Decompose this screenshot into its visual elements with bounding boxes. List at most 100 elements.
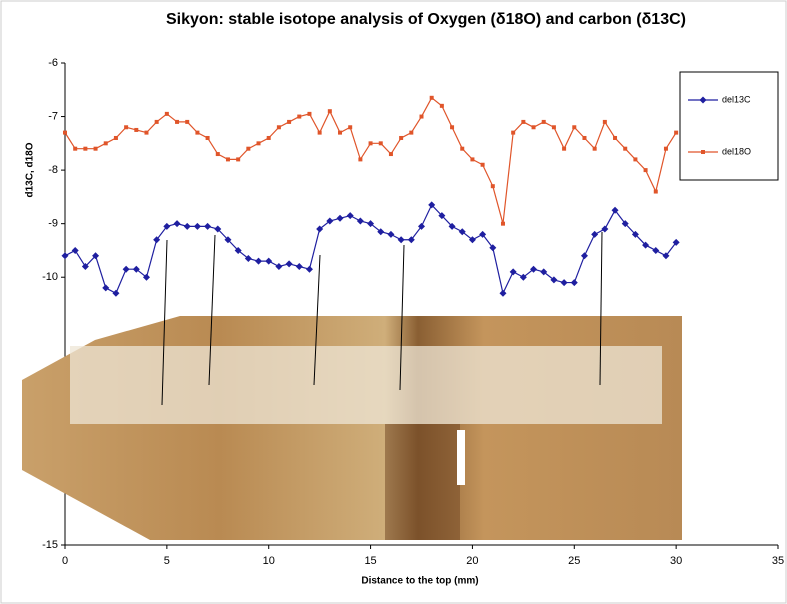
marker xyxy=(480,162,485,167)
photo-band xyxy=(70,346,662,424)
marker xyxy=(701,150,705,154)
marker xyxy=(93,146,98,151)
photo-crack xyxy=(457,430,465,485)
marker xyxy=(71,246,79,254)
marker xyxy=(623,146,628,151)
marker xyxy=(397,236,405,244)
marker xyxy=(662,252,670,260)
marker xyxy=(479,230,487,238)
marker xyxy=(367,220,375,228)
marker xyxy=(580,252,588,260)
marker xyxy=(346,212,354,220)
marker xyxy=(113,135,118,140)
connector xyxy=(161,239,168,406)
x-tick-label: 5 xyxy=(164,555,170,567)
marker xyxy=(541,119,546,124)
marker xyxy=(214,225,222,233)
marker xyxy=(102,284,110,292)
marker xyxy=(407,236,415,244)
y-tick-label: -15 xyxy=(42,539,58,551)
marker xyxy=(266,135,271,140)
marker xyxy=(132,265,140,273)
marker xyxy=(592,146,597,151)
connector xyxy=(208,234,216,386)
marker xyxy=(663,146,668,151)
marker xyxy=(642,241,650,249)
legend-label: del13C xyxy=(722,94,751,104)
marker xyxy=(460,146,465,151)
marker xyxy=(531,125,536,130)
marker xyxy=(255,257,263,265)
x-tick-label: 35 xyxy=(772,555,784,567)
chart-title: Sikyon: stable isotope analysis of Oxyge… xyxy=(166,11,686,28)
marker xyxy=(246,146,251,151)
marker xyxy=(439,103,444,108)
marker xyxy=(358,157,363,162)
x-tick-label: 0 xyxy=(62,555,68,567)
legend-label: del18O xyxy=(722,146,751,156)
marker xyxy=(122,265,130,273)
marker xyxy=(297,114,302,119)
marker xyxy=(521,119,526,124)
marker xyxy=(613,135,618,140)
marker xyxy=(256,141,261,146)
marker xyxy=(387,230,395,238)
marker xyxy=(285,260,293,268)
marker xyxy=(377,228,385,236)
marker xyxy=(193,222,201,230)
marker xyxy=(336,214,344,222)
marker xyxy=(399,135,404,140)
marker xyxy=(63,130,67,135)
marker xyxy=(551,125,556,130)
marker xyxy=(672,238,680,246)
marker xyxy=(450,125,455,130)
marker xyxy=(73,146,78,151)
marker xyxy=(275,263,283,271)
marker xyxy=(163,222,171,230)
connector xyxy=(399,244,405,391)
marker xyxy=(327,109,332,114)
marker xyxy=(307,111,312,116)
marker xyxy=(142,273,150,281)
marker xyxy=(295,263,303,271)
connectors xyxy=(161,231,603,406)
y-tick-label: -10 xyxy=(42,271,58,283)
x-tick-label: 25 xyxy=(568,555,580,567)
marker xyxy=(621,220,629,228)
marker xyxy=(470,157,475,162)
x-tick-label: 10 xyxy=(263,555,275,567)
marker xyxy=(562,146,567,151)
marker xyxy=(112,289,120,297)
marker xyxy=(317,130,322,135)
marker xyxy=(652,246,660,254)
marker xyxy=(611,206,619,214)
photo xyxy=(22,316,682,540)
marker xyxy=(183,222,191,230)
marker xyxy=(489,244,497,252)
marker xyxy=(236,157,241,162)
marker xyxy=(490,184,495,189)
marker xyxy=(631,230,639,238)
marker xyxy=(164,111,169,116)
marker xyxy=(429,95,434,100)
marker xyxy=(633,157,638,162)
marker xyxy=(224,236,232,244)
marker xyxy=(61,252,69,260)
marker xyxy=(499,289,507,297)
marker xyxy=(591,230,599,238)
marker xyxy=(215,152,220,157)
marker xyxy=(356,217,364,225)
marker xyxy=(144,130,149,135)
x-tick-label: 30 xyxy=(670,555,682,567)
marker xyxy=(83,146,88,151)
marker xyxy=(305,265,313,273)
marker xyxy=(570,279,578,287)
marker xyxy=(388,152,393,157)
marker xyxy=(368,141,373,146)
marker xyxy=(602,119,607,124)
y-tick-label: -8 xyxy=(48,164,58,176)
marker xyxy=(287,119,292,124)
marker xyxy=(519,273,527,281)
marker xyxy=(572,125,577,130)
